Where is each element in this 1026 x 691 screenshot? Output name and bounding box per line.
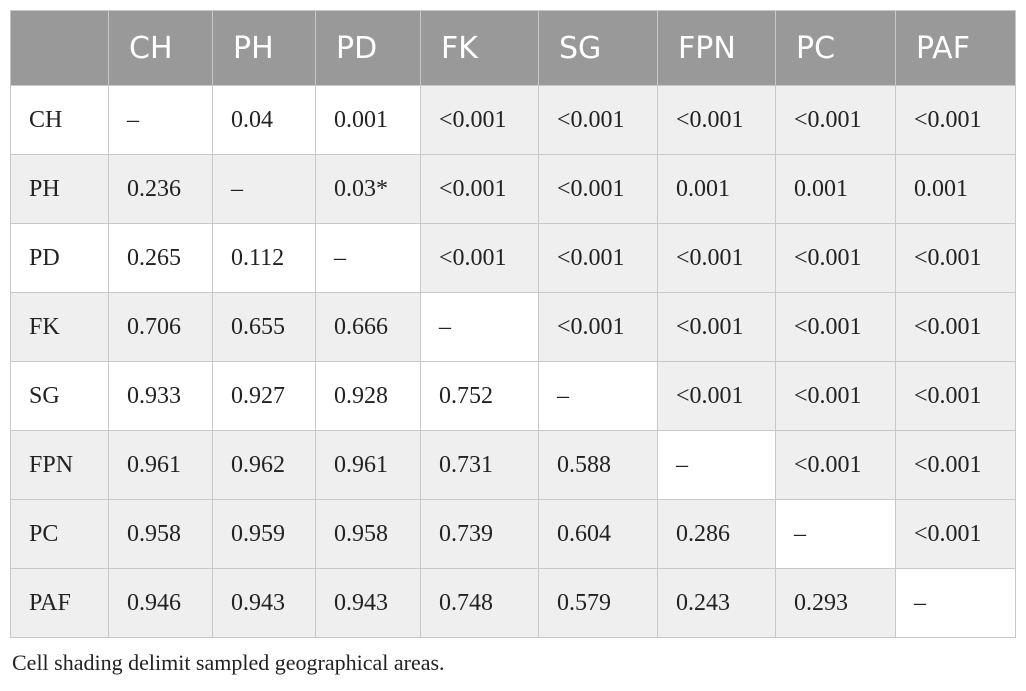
cell: 0.112: [212, 223, 316, 293]
cell: 0.933: [108, 361, 213, 431]
table-row: FPN 0.961 0.962 0.961 0.731 0.588– <0.001 <0.00…: [10, 430, 1016, 500]
column-header: SG: [538, 10, 658, 86]
cell: <0.001: [657, 292, 776, 362]
cell: 0.943: [212, 568, 316, 638]
table-row: PC 0.958 0.959 0.958 0.739 0.604 0.286– <0.001: [10, 499, 1016, 569]
cell: 0.928: [315, 361, 421, 431]
cell: 0.588: [538, 430, 658, 500]
cell: 0.961: [315, 430, 421, 500]
cell: –: [895, 568, 1016, 638]
cell: <0.001: [895, 499, 1016, 569]
cell: 0.958: [315, 499, 421, 569]
row-header: PC: [10, 499, 109, 569]
cell: 0.748: [420, 568, 539, 638]
column-header: FPN: [657, 10, 776, 86]
cell: 0.666: [315, 292, 421, 362]
cell: 0.243: [657, 568, 776, 638]
cell: 0.265: [108, 223, 213, 293]
cell: <0.001: [657, 361, 776, 431]
cell: <0.001: [420, 223, 539, 293]
cell: 0.04: [212, 85, 316, 155]
table-row: SG 0.933 0.927 0.928 0.752– <0.001 <0.001 <0.00…: [10, 361, 1016, 431]
row-header: FPN: [10, 430, 109, 500]
cell: <0.001: [895, 85, 1016, 155]
column-header: CH: [108, 10, 213, 86]
row-header: PAF: [10, 568, 109, 638]
cell: <0.001: [775, 361, 896, 431]
column-header: FK: [420, 10, 539, 86]
cell: 0.001: [895, 154, 1016, 224]
column-header: PD: [315, 10, 421, 86]
cell: <0.001: [538, 292, 658, 362]
footnote: Cell shading delimit sampled geographica…: [12, 650, 445, 675]
cell: –: [420, 292, 539, 362]
cell: 0.739: [420, 499, 539, 569]
cell: <0.001: [895, 430, 1016, 500]
cell: <0.001: [775, 85, 896, 155]
cell: 0.731: [420, 430, 539, 500]
cell: 0.655: [212, 292, 316, 362]
cell: –: [212, 154, 316, 224]
cell: <0.001: [775, 223, 896, 293]
header-row: CH PH PD FK SG FPN PC PAF: [10, 10, 1016, 86]
cell: 0.961: [108, 430, 213, 500]
row-header: SG: [10, 361, 109, 431]
cell: <0.001: [895, 361, 1016, 431]
cell: 0.943: [315, 568, 421, 638]
table-body: CH –0.04 0.001 <0.001 <0.001 <0.001 <0.001 <0.0…: [10, 85, 1016, 638]
correlation-table: CH PH PD FK SG FPN PC PAF CH –0.04 0.001 <0.001 <0.…: [10, 10, 1016, 638]
cell: 0.959: [212, 499, 316, 569]
table-row: PH 0.236–0.03* <0.001 <0.001 0.001 0.001 0.001: [10, 154, 1016, 224]
column-header: [10, 10, 109, 86]
cell: –: [538, 361, 658, 431]
cell: 0.286: [657, 499, 776, 569]
cell: 0.946: [108, 568, 213, 638]
cell: 0.752: [420, 361, 539, 431]
cell: 0.001: [315, 85, 421, 155]
row-header: CH: [10, 85, 109, 155]
cell: <0.001: [895, 223, 1016, 293]
cell: <0.001: [420, 85, 539, 155]
column-header: PH: [212, 10, 316, 86]
cell: –: [108, 85, 213, 155]
cell: <0.001: [775, 430, 896, 500]
cell: –: [657, 430, 776, 500]
cell: 0.962: [212, 430, 316, 500]
cell: 0.293: [775, 568, 896, 638]
cell: 0.001: [775, 154, 896, 224]
cell: <0.001: [775, 292, 896, 362]
cell: 0.604: [538, 499, 658, 569]
cell: –: [775, 499, 896, 569]
cell: 0.001: [657, 154, 776, 224]
table-row: PAF 0.946 0.943 0.943 0.748 0.579 0.243 0.293–: [10, 568, 1016, 638]
row-header: PH: [10, 154, 109, 224]
cell: <0.001: [895, 292, 1016, 362]
table-row: CH –0.04 0.001 <0.001 <0.001 <0.001 <0.001 <0.0…: [10, 85, 1016, 155]
cell: <0.001: [657, 223, 776, 293]
cell: 0.236: [108, 154, 213, 224]
row-header: PD: [10, 223, 109, 293]
cell: <0.001: [538, 154, 658, 224]
cell: 0.927: [212, 361, 316, 431]
cell: 0.03*: [315, 154, 421, 224]
cell: 0.958: [108, 499, 213, 569]
cell: <0.001: [538, 223, 658, 293]
column-header: PC: [775, 10, 896, 86]
table-row: FK 0.706 0.655 0.666– <0.001 <0.001 <0.001 <0.0…: [10, 292, 1016, 362]
column-header: PAF: [895, 10, 1016, 86]
cell: <0.001: [538, 85, 658, 155]
table-row: PD 0.265 0.112– <0.001 <0.001 <0.001 <0.001 <0.…: [10, 223, 1016, 293]
cell: –: [315, 223, 421, 293]
cell: 0.579: [538, 568, 658, 638]
cell: <0.001: [657, 85, 776, 155]
cell: 0.706: [108, 292, 213, 362]
row-header: FK: [10, 292, 109, 362]
cell: <0.001: [420, 154, 539, 224]
